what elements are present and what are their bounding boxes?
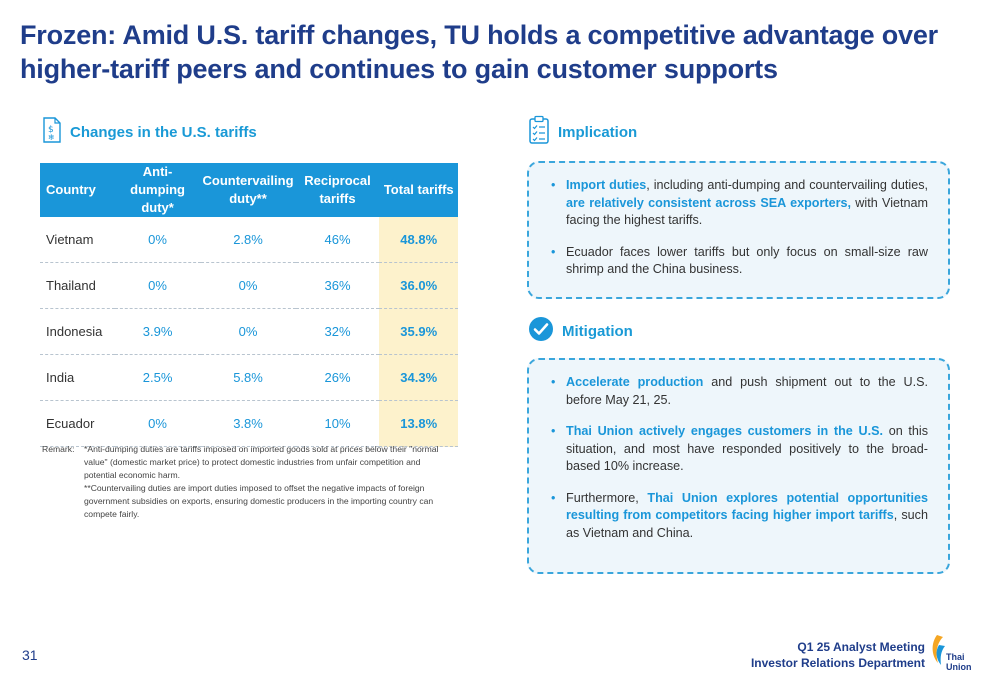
cell-total: 34.3%: [379, 354, 458, 401]
cell-reciprocal: 36%: [295, 262, 380, 309]
cell-countervailing: 0%: [200, 308, 296, 355]
remark-anti-dumping: *Anti-dumping duties are tariffs imposed…: [84, 444, 439, 480]
furthermore-text: Furthermore,: [566, 490, 648, 505]
cell-total: 48.8%: [379, 217, 458, 263]
ecuador-text: Ecuador faces lower tariffs but only foc…: [566, 244, 928, 277]
table-row: Ecuador 0% 3.8% 10% 13.8%: [40, 400, 458, 447]
mitigation-title: Mitigation: [562, 323, 633, 340]
cell-anti-dumping: 0%: [114, 262, 201, 309]
bullet-icon: •: [551, 424, 556, 438]
cell-anti-dumping: 2.5%: [114, 354, 201, 401]
bullet-icon: •: [551, 490, 556, 505]
cell-country: India: [40, 354, 115, 401]
col-header-countervailing: Countervailing duty**: [200, 163, 296, 217]
cell-countervailing: 0%: [200, 262, 296, 309]
cell-total: 35.9%: [379, 308, 458, 355]
consistent-sea-bold: are relatively consistent across SEA exp…: [566, 195, 851, 210]
engages-customers-bold: Thai Union actively engages customers in…: [566, 424, 883, 438]
table-row: Thailand 0% 0% 36% 36.0%: [40, 262, 458, 309]
list-item: • Furthermore, Thai Union explores poten…: [529, 490, 928, 543]
vietnam-highest-text: with Vietnam facing the highest tariffs.: [566, 195, 928, 228]
col-header-total: Total tariffs: [379, 163, 458, 217]
col-header-anti-dumping: Anti-dumping duty*: [114, 163, 201, 217]
remark-note: Remark: *Anti-dumping duties are tariffs…: [42, 443, 452, 521]
mitigation-section-header: Mitigation: [528, 316, 633, 347]
bullet-icon: •: [551, 244, 556, 259]
cell-countervailing: 5.8%: [200, 354, 296, 401]
cell-reciprocal: 26%: [295, 354, 380, 401]
tariffs-section-header: $ ❄ Changes in the U.S. tariffs: [42, 117, 257, 148]
page-title: Frozen: Amid U.S. tariff changes, TU hol…: [20, 20, 938, 84]
mitigation-box: • Accelerate production and push shipmen…: [527, 358, 950, 574]
accelerate-production-text: and push shipment out to the U.S. before…: [566, 375, 928, 407]
explores-opportunities-bold: Thai Union explores potential opportunit…: [566, 490, 928, 523]
list-item: • Import duties, including anti-dumping …: [529, 177, 928, 230]
cell-anti-dumping: 0%: [114, 217, 201, 263]
import-duties-text: , including anti-dumping and countervail…: [646, 178, 928, 192]
col-header-reciprocal: Reciprocal tariffs: [295, 163, 380, 217]
vietnam-china-text: , such as Vietnam and China.: [566, 508, 928, 540]
remark-label: Remark:: [42, 444, 75, 454]
logo-text-thai: Thai: [946, 652, 965, 662]
cell-anti-dumping: 3.9%: [114, 308, 201, 355]
engages-customers-text: on this situation, and most have respond…: [566, 424, 928, 473]
cell-country: Thailand: [40, 262, 115, 309]
cell-countervailing: 2.8%: [200, 217, 296, 263]
cell-anti-dumping: 0%: [114, 400, 201, 447]
cell-countervailing: 3.8%: [200, 400, 296, 447]
tariffs-table: Country Anti-dumping duty* Countervailin…: [40, 163, 458, 447]
cell-reciprocal: 10%: [295, 400, 380, 447]
implication-list: • Import duties, including anti-dumping …: [529, 163, 948, 279]
col-header-country: Country: [40, 163, 115, 217]
implication-box: • Import duties, including anti-dumping …: [527, 161, 950, 299]
tariff-document-icon: $ ❄: [42, 117, 62, 148]
logo-text-union: Union: [946, 662, 972, 672]
check-circle-icon: [528, 316, 554, 347]
remark-countervailing: **Countervailing duties are import dutie…: [84, 483, 434, 519]
implication-section-header: Implication: [528, 115, 637, 150]
bullet-icon: •: [551, 375, 556, 389]
cell-total: 13.8%: [379, 400, 458, 447]
cell-country: Indonesia: [40, 308, 115, 355]
footer-meeting: Q1 25 Analyst Meeting: [797, 640, 925, 654]
clipboard-checklist-icon: [528, 115, 550, 150]
table-header-row: Country Anti-dumping duty* Countervailin…: [40, 163, 458, 217]
cell-country: Vietnam: [40, 217, 115, 263]
bullet-icon: •: [551, 178, 556, 192]
table-row: India 2.5% 5.8% 26% 34.3%: [40, 354, 458, 401]
page-number: 31: [22, 647, 38, 663]
list-item: • Accelerate production and push shipmen…: [529, 374, 928, 409]
implication-title: Implication: [558, 124, 638, 141]
import-duties-bold: Import duties: [566, 178, 647, 192]
cell-country: Ecuador: [40, 400, 115, 447]
cell-total: 36.0%: [379, 262, 458, 309]
svg-text:$: $: [48, 125, 54, 135]
tariffs-section-title: Changes in the U.S. tariffs: [70, 124, 257, 141]
list-item: • Thai Union actively engages customers …: [529, 423, 928, 476]
table-row: Indonesia 3.9% 0% 32% 35.9%: [40, 308, 458, 355]
mitigation-list: • Accelerate production and push shipmen…: [529, 360, 948, 542]
footer-text: Q1 25 Analyst Meeting Investor Relations…: [751, 639, 925, 671]
list-item: • Ecuador faces lower tariffs but only f…: [529, 244, 928, 279]
cell-reciprocal: 32%: [295, 308, 380, 355]
cell-reciprocal: 46%: [295, 217, 380, 263]
svg-text:❄: ❄: [48, 133, 55, 142]
table-row: Vietnam 0% 2.8% 46% 48.8%: [40, 217, 458, 263]
accelerate-production-bold: Accelerate production: [566, 375, 704, 389]
thai-union-logo: Thai Union: [929, 633, 973, 673]
footer-department: Investor Relations Department: [750, 656, 925, 670]
